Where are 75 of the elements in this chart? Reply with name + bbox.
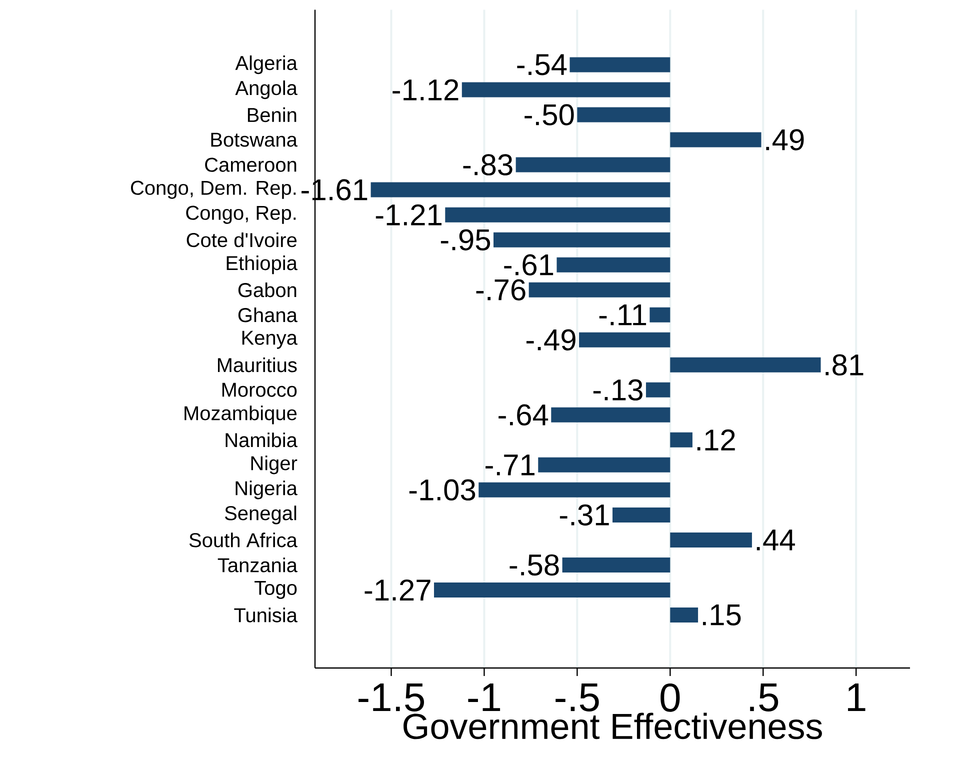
data-label: -.31 — [560, 504, 609, 526]
y-tick-label: Mauritius — [218, 358, 297, 372]
x-axis-title: Government Effectiveness — [404, 712, 822, 740]
data-label: -.64 — [498, 404, 548, 426]
bar — [670, 532, 752, 548]
y-tick-label: Ghana — [238, 308, 298, 322]
y-tick-label: Botswana — [211, 132, 298, 147]
y-tick-label: Algeria — [235, 55, 298, 74]
bar — [579, 332, 670, 348]
data-label: -.58 — [510, 554, 559, 576]
data-label: -.76 — [476, 279, 526, 300]
bar — [670, 607, 698, 622]
bar — [670, 132, 762, 148]
data-label: -.50 — [524, 104, 574, 126]
x-tick-label: 1 — [848, 684, 866, 712]
bar — [370, 182, 670, 198]
data-label: -1.03 — [409, 479, 476, 501]
data-label: -.71 — [486, 454, 534, 476]
data-label: -.49 — [526, 329, 576, 350]
data-label: .12 — [697, 429, 735, 450]
bar — [516, 157, 670, 172]
y-tick-label: Morocco — [222, 382, 297, 397]
bar — [462, 82, 670, 98]
bar — [445, 207, 670, 222]
y-tick-label: Nigeria — [236, 480, 298, 500]
bar — [577, 107, 670, 122]
y-tick-label: Ethiopia — [226, 256, 298, 274]
data-label: -.54 — [517, 54, 567, 76]
data-label: -1.27 — [364, 579, 430, 600]
bar — [551, 407, 670, 422]
data-label: -1.21 — [376, 204, 442, 226]
data-label: .44 — [756, 530, 795, 550]
bar — [538, 457, 670, 472]
bar — [478, 482, 670, 498]
x-tick-label: -1.5 — [358, 684, 424, 712]
x-tick-label: 0 — [660, 684, 680, 712]
bar — [556, 257, 670, 272]
data-label: .15 — [702, 604, 741, 626]
y-tick-label: Tunisia — [234, 608, 298, 622]
y-tick-label: South Africa — [189, 532, 298, 548]
y-tick-label: Congo, Dem. Rep. — [130, 180, 296, 199]
bar — [494, 232, 670, 248]
bar — [562, 557, 670, 572]
data-label: .81 — [826, 354, 864, 376]
y-tick-label: Niger — [251, 456, 298, 474]
y-tick-label: Benin — [248, 107, 296, 122]
y-tick-label: Angola — [235, 80, 298, 100]
bar — [650, 307, 670, 322]
y-tick-label: Mozambique — [184, 406, 297, 424]
data-label: -1.12 — [392, 79, 458, 100]
x-tick-label: -1 — [468, 684, 500, 712]
data-label: -.13 — [593, 379, 642, 401]
y-tick-label: Gabon — [238, 282, 296, 298]
bar — [612, 507, 670, 522]
data-label: .49 — [766, 129, 804, 150]
y-tick-label: Namibia — [226, 432, 298, 448]
y-tick-label: Tanzania — [218, 558, 298, 572]
data-label: -.95 — [440, 229, 490, 250]
bar — [670, 432, 692, 448]
y-tick-label: Togo — [254, 581, 297, 599]
bar — [570, 57, 670, 72]
y-tick-label: Cameroon — [205, 158, 296, 172]
data-label: -.61 — [504, 254, 554, 276]
x-tick-label: -.5 — [556, 684, 599, 712]
y-tick-label: Congo, Rep. — [186, 206, 296, 224]
x-tick-label: .5 — [750, 684, 778, 712]
y-tick-label: Kenya — [242, 330, 298, 349]
y-tick-label: Senegal — [224, 506, 296, 524]
data-label: -.11 — [599, 304, 646, 326]
data-label: -.83 — [463, 154, 512, 176]
bar — [528, 282, 670, 298]
bar — [646, 382, 670, 398]
bar — [670, 357, 821, 372]
y-tick-label: Cote d'Ivoire — [186, 232, 297, 248]
bar — [434, 582, 670, 598]
